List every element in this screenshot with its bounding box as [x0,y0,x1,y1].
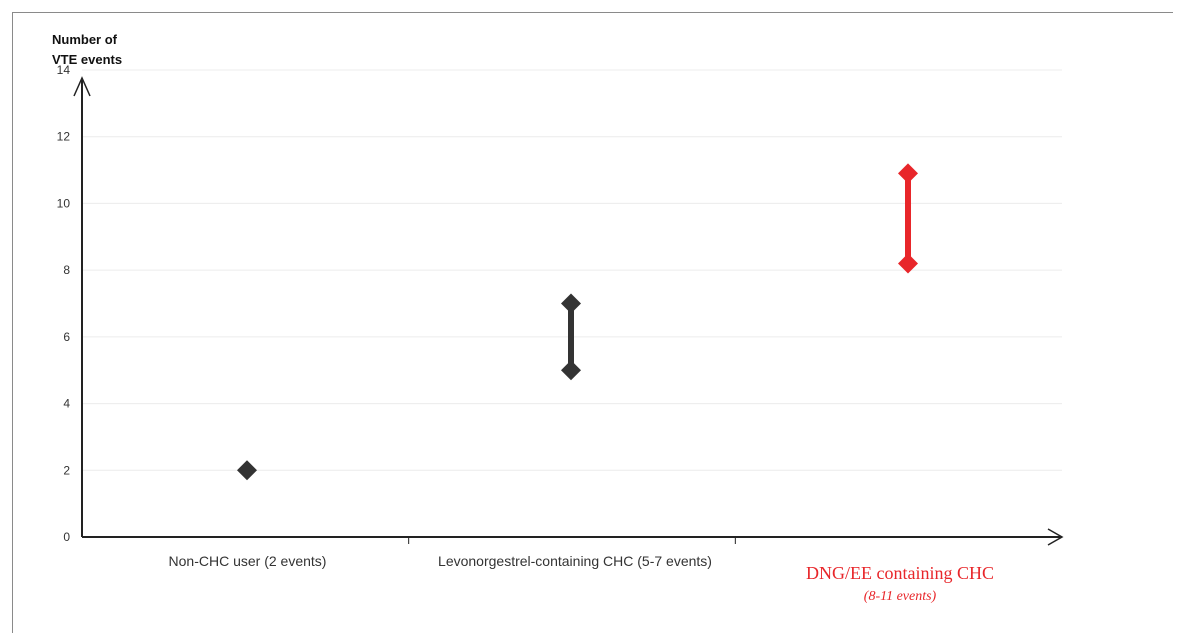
y-tick-label-0: 0 [63,530,70,544]
y-tick-label-14: 14 [57,63,71,77]
y-axis-arrow [73,76,91,97]
y-tick-label-6: 6 [63,330,70,344]
y-axis-label-line-2: VTE events [52,52,123,67]
y-tick-label-10: 10 [57,196,71,210]
x-axis-arrow [1047,528,1064,546]
figure-frame [12,12,1173,633]
y-tick-label-4: 4 [63,397,70,411]
y-axis-label-line-1: Number of [52,32,117,47]
range-high-marker-1 [561,293,581,314]
range-low-marker-1 [561,360,581,381]
range-low-marker-0 [237,460,257,481]
category-label-levonorgestrel: Levonorgestrel-containing CHC (5-7 event… [438,553,712,569]
y-tick-label-8: 8 [63,263,70,277]
range-low-marker-2 [898,253,918,274]
y-tick-label-12: 12 [57,130,71,144]
y-axis-label: Number of VTE events [52,30,122,70]
category-label-dng-ee: DNG/EE containing CHC (8-11 events) [735,562,1065,610]
category-label-non-chc: Non-CHC user (2 events) [168,553,327,569]
category-label-dng-ee-sub: (8-11 events) [863,589,937,604]
category-label-dng-ee-main: DNG/EE containing CHC [806,563,994,583]
range-high-marker-2 [898,163,918,184]
y-tick-label-2: 2 [63,463,70,477]
